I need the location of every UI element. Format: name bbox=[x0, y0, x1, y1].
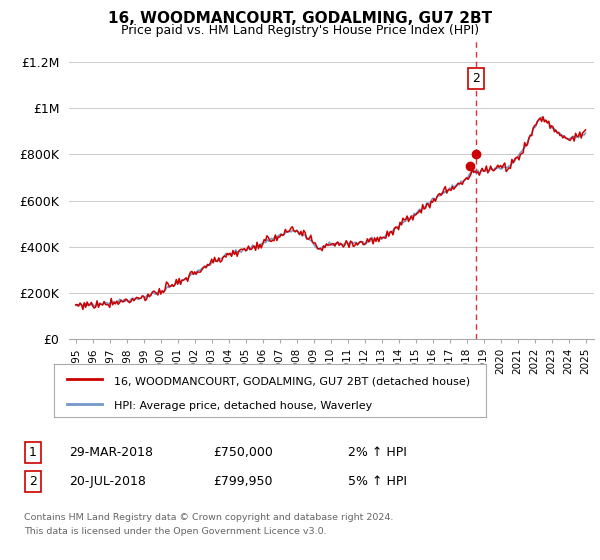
Text: 29-MAR-2018: 29-MAR-2018 bbox=[69, 446, 153, 459]
Text: 16, WOODMANCOURT, GODALMING, GU7 2BT (detached house): 16, WOODMANCOURT, GODALMING, GU7 2BT (de… bbox=[115, 376, 470, 386]
Text: 1: 1 bbox=[29, 446, 37, 459]
Text: HPI: Average price, detached house, Waverley: HPI: Average price, detached house, Wave… bbox=[115, 401, 373, 411]
Text: £750,000: £750,000 bbox=[213, 446, 273, 459]
Text: Contains HM Land Registry data © Crown copyright and database right 2024.: Contains HM Land Registry data © Crown c… bbox=[24, 514, 394, 522]
Text: 5% ↑ HPI: 5% ↑ HPI bbox=[348, 475, 407, 488]
Text: 2: 2 bbox=[472, 72, 480, 85]
Text: 2% ↑ HPI: 2% ↑ HPI bbox=[348, 446, 407, 459]
Text: 20-JUL-2018: 20-JUL-2018 bbox=[69, 475, 146, 488]
Text: 2: 2 bbox=[29, 475, 37, 488]
Text: £799,950: £799,950 bbox=[213, 475, 272, 488]
Text: 16, WOODMANCOURT, GODALMING, GU7 2BT: 16, WOODMANCOURT, GODALMING, GU7 2BT bbox=[108, 11, 492, 26]
Text: This data is licensed under the Open Government Licence v3.0.: This data is licensed under the Open Gov… bbox=[24, 528, 326, 536]
Text: Price paid vs. HM Land Registry's House Price Index (HPI): Price paid vs. HM Land Registry's House … bbox=[121, 24, 479, 36]
